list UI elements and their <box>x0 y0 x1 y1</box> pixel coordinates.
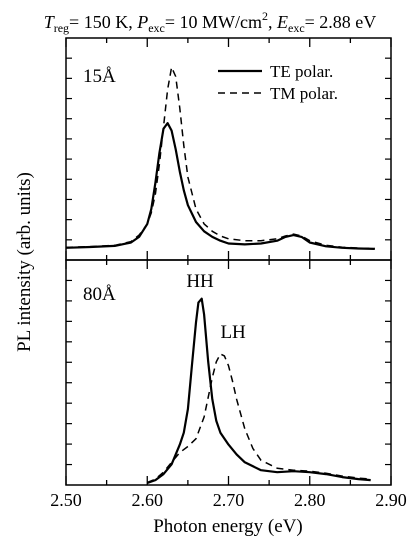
series-line-panel2-te <box>146 297 371 485</box>
series-line-panel1-te <box>65 121 375 250</box>
x-tick-label: 2.70 <box>213 490 245 510</box>
legend: TE polar. TM polar. <box>218 62 338 103</box>
legend-label-tm: TM polar. <box>270 84 338 103</box>
spectra-curves <box>65 66 375 485</box>
x-tick-labels: 2.50 2.60 2.70 2.80 2.90 <box>50 490 407 510</box>
annotation-lh: LH <box>220 322 246 343</box>
axis-ticks <box>65 38 392 485</box>
header-p-subscript: exc <box>148 21 165 35</box>
header-t-value: = 150 K, <box>69 12 137 32</box>
chart-header: Treg= 150 K, Pexc= 10 MW/cm2, Eexc= 2.88… <box>44 9 377 35</box>
x-tick-label: 2.80 <box>294 490 326 510</box>
x-axis-title: Photon energy (eV) <box>153 516 303 537</box>
x-tick-label: 2.90 <box>375 490 407 510</box>
header-t-subscript: reg <box>54 21 69 35</box>
legend-label-te: TE polar. <box>270 62 333 81</box>
panel-label-80a: 80Å <box>83 284 116 305</box>
header-e-symbol: E <box>276 12 288 32</box>
series-line-panel2-tm <box>147 353 371 484</box>
panel-label-15a: 15Å <box>83 66 116 87</box>
header-e-value: = 2.88 eV <box>305 12 377 32</box>
header-e-subscript: exc <box>288 21 305 35</box>
header-p-symbol: P <box>136 12 148 32</box>
x-tick-label: 2.60 <box>132 490 164 510</box>
header-p-superscript: 2 <box>262 9 268 23</box>
series-line-panel1-tm <box>65 66 375 250</box>
header-p-value: = 10 MW/cm <box>165 12 262 32</box>
header-t-symbol: T <box>44 12 56 32</box>
y-axis-title: PL intensity (arb. units) <box>14 172 35 352</box>
header-separator: , <box>268 12 277 32</box>
annotation-hh: HH <box>186 271 214 292</box>
x-tick-label: 2.50 <box>50 490 82 510</box>
